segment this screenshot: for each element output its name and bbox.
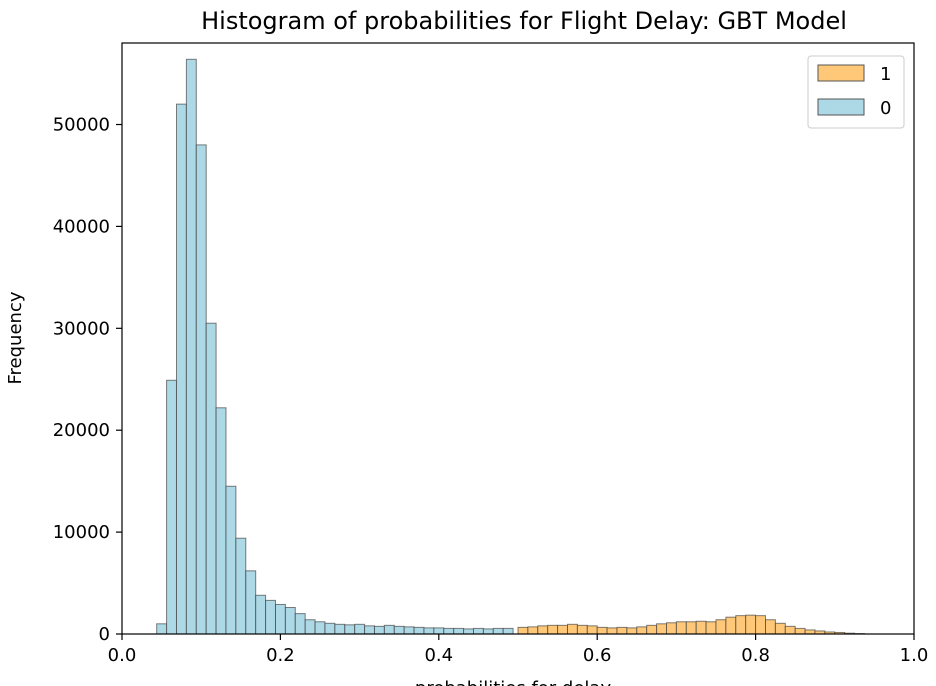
x-tick-label: 0.4	[424, 645, 453, 666]
x-axis-label: probabilities for delay	[415, 678, 612, 686]
bar-series-1	[765, 619, 776, 635]
x-tick-label: 1.0	[900, 645, 929, 666]
x-axis-ticks: 0.0 0.2 0.4 0.6 0.8 1.0	[108, 634, 929, 666]
y-tick-label: 0	[99, 624, 110, 645]
y-tick-label: 40000	[53, 216, 110, 237]
y-tick-label: 20000	[53, 420, 110, 441]
bar-series-0	[472, 627, 484, 635]
x-tick-label: 0.2	[266, 645, 295, 666]
bar-series-0	[235, 537, 247, 635]
y-tick-label: 50000	[53, 115, 110, 136]
bar-series-1	[586, 625, 598, 635]
y-tick-label: 30000	[53, 318, 110, 339]
bar-series-1	[755, 615, 766, 635]
bar-series-1	[735, 615, 747, 635]
bar-series-0	[284, 607, 296, 635]
bar-series-1	[666, 622, 677, 635]
bar-series-0	[166, 379, 177, 635]
bar-series-0	[433, 627, 445, 635]
bar-series-1	[745, 614, 757, 635]
bar-series-1	[616, 626, 628, 635]
bar-series-1	[517, 626, 529, 635]
bar-series-1	[567, 623, 578, 635]
bar-series-0	[156, 623, 168, 635]
bar-series-1	[576, 624, 588, 635]
bar-series-0	[334, 623, 346, 635]
bar-series-1	[725, 616, 737, 635]
bar-series-1	[705, 621, 717, 635]
bar-series-0	[383, 624, 395, 635]
legend: 1 0	[807, 55, 905, 129]
bar-series-1	[527, 626, 539, 635]
bar-series-1	[695, 620, 707, 635]
bar-series-1	[557, 624, 568, 635]
bar-series-0	[245, 570, 257, 635]
legend-swatch-1	[817, 64, 865, 82]
bar-series-0	[205, 322, 217, 635]
x-tick-label: 0.8	[741, 645, 770, 666]
bar-series-0	[255, 594, 267, 635]
legend-label-1: 1	[880, 64, 891, 85]
bar-series-1	[675, 621, 687, 635]
bar-series-0	[482, 628, 494, 635]
plot-frame	[121, 42, 915, 635]
bar-series-0	[364, 625, 375, 635]
bar-series-0	[423, 627, 435, 635]
y-axis-ticks: 0 10000 20000 30000 40000 50000	[53, 115, 122, 645]
bar-series-1	[646, 624, 658, 635]
bar-series-0	[492, 627, 504, 635]
bar-series-1	[804, 629, 816, 635]
bar-series-1	[794, 627, 806, 635]
bar-series-1	[626, 627, 638, 635]
bar-series-0	[344, 624, 356, 635]
bar-series-0	[443, 627, 455, 635]
bar-series-0	[215, 407, 227, 635]
bar-series-0	[463, 628, 474, 635]
bar-series-0	[413, 626, 425, 635]
bar-series-0	[225, 485, 237, 635]
bar-series-1	[547, 624, 559, 635]
bar-series-0	[195, 144, 207, 635]
bar-series-0	[373, 625, 385, 635]
bar-series-1	[685, 621, 697, 635]
bar-series-1	[774, 622, 786, 635]
bar-series-1	[606, 627, 618, 635]
series-0-bars	[156, 58, 514, 635]
legend-label-0: 0	[880, 98, 891, 119]
bar-series-0	[354, 623, 366, 635]
bar-series-0	[314, 621, 326, 635]
y-axis-label: Frequency	[5, 291, 26, 384]
bar-series-0	[274, 603, 286, 635]
bar-series-1	[784, 625, 796, 635]
bar-series-1	[537, 625, 549, 635]
bar-series-0	[185, 58, 197, 635]
bar-series-0	[324, 622, 336, 635]
bar-series-1	[596, 626, 608, 635]
bar-series-0	[393, 625, 405, 635]
bar-series-0	[265, 599, 276, 635]
x-tick-label: 0.6	[583, 645, 612, 666]
bar-series-0	[294, 613, 306, 635]
bar-series-0	[502, 627, 514, 635]
chart-title: Histogram of probabilities for Flight De…	[201, 7, 847, 35]
bar-series-1	[715, 619, 727, 635]
x-tick-label: 0.0	[108, 645, 137, 666]
bar-series-1	[656, 623, 667, 635]
bar-series-0	[175, 103, 187, 635]
bar-series-1	[636, 626, 648, 635]
bar-series-0	[453, 627, 465, 635]
y-tick-label: 10000	[53, 522, 110, 543]
legend-swatch-0	[817, 98, 865, 116]
bar-series-0	[304, 619, 316, 635]
bar-series-0	[403, 626, 415, 635]
series-1-bars	[517, 614, 865, 635]
